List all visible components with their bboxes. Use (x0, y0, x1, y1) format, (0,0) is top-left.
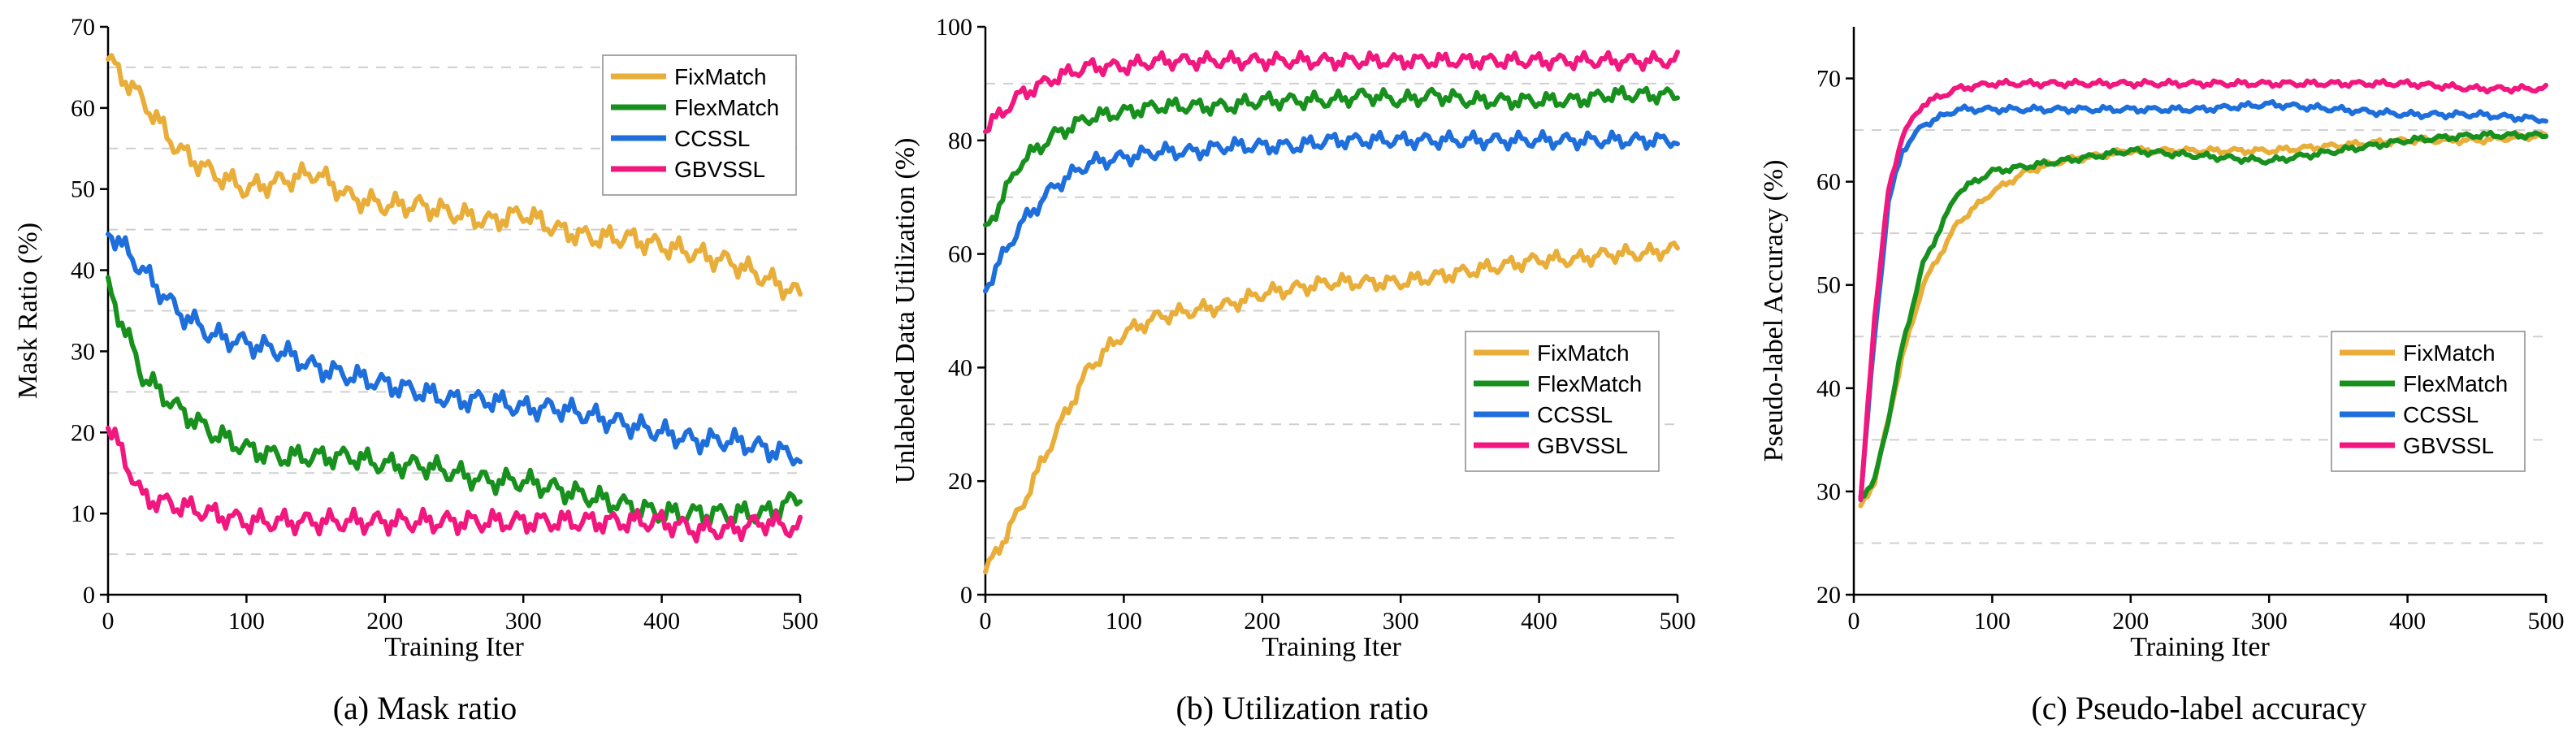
legend: FixMatch FlexMatch CCSSL GBVSSL (1465, 331, 1660, 472)
x-tick-label: 500 (1660, 608, 1696, 635)
legend: FixMatch FlexMatch CCSSL GBVSSL (2331, 331, 2526, 472)
legend-label-gbvssl: GBVSSL (674, 157, 765, 182)
legend-label-fixmatch: FixMatch (674, 64, 767, 89)
legend-label-flexmatch: FlexMatch (1537, 371, 1642, 396)
panel-caption: (b) Utilization ratio (1175, 690, 1428, 726)
y-tick-label: 70 (71, 14, 95, 41)
panel-2: 0 20 40 60 80 100 0 100 200 300 400 500 Training Ite… (890, 14, 1696, 726)
x-tick-label: 100 (228, 608, 265, 635)
y-tick-label: 100 (936, 14, 972, 41)
x-tick-label: 300 (505, 608, 542, 635)
x-tick-label: 400 (2389, 608, 2426, 635)
y-tick-label: 20 (948, 468, 972, 495)
series-group (1858, 77, 2548, 509)
y-tick-label: 80 (948, 128, 972, 154)
x-tick-label: 200 (2112, 608, 2149, 635)
y-axis-label: Pseudo-label Accuracy (%) (1759, 160, 1789, 462)
x-axis-label: Training Iter (384, 632, 524, 662)
y-axis-label: Mask Ratio (%) (13, 223, 43, 399)
x-axis-label: Training Iter (1262, 632, 1401, 662)
legend-label-flexmatch: FlexMatch (674, 95, 779, 120)
y-tick-label: 0 (960, 582, 972, 609)
series-line-flexmatch (1858, 129, 2548, 499)
series-line-ccssl (106, 232, 803, 467)
legend-label-gbvssl: GBVSSL (1537, 433, 1628, 458)
y-tick-label: 60 (1816, 169, 1841, 196)
panel-caption: (c) Pseudo-label accuracy (2031, 690, 2366, 726)
series-line-flexmatch (983, 84, 1680, 227)
legend: FixMatch FlexMatch CCSSL GBVSSL (602, 54, 797, 196)
y-axis-label: Unlabeled Data Utilization (%) (890, 138, 920, 484)
legend-label-ccssl: CCSSL (1537, 402, 1613, 427)
x-tick-label: 0 (980, 608, 992, 635)
y-tick-label: 50 (71, 176, 95, 203)
x-tick-label: 300 (2251, 608, 2288, 635)
legend-label-fixmatch: FixMatch (1537, 340, 1630, 366)
y-tick-label: 60 (71, 95, 95, 122)
x-tick-label: 0 (1848, 608, 1860, 635)
series-group (106, 53, 803, 544)
panel-caption: (a) Mask ratio (333, 690, 517, 726)
y-tick-label: 10 (71, 500, 95, 527)
y-tick-label: 30 (1816, 479, 1841, 505)
series-line-gbvssl (983, 50, 1680, 135)
legend-label-gbvssl: GBVSSL (2403, 433, 2494, 458)
panel-3: 20 30 40 50 60 70 0 100 200 300 400 500 Training Ite… (1759, 27, 2565, 726)
series-line-flexmatch (106, 275, 803, 526)
series-line-ccssl (1858, 98, 2548, 503)
legend-label-flexmatch: FlexMatch (2403, 371, 2508, 396)
series-line-gbvssl (1858, 77, 2548, 502)
legend-label-ccssl: CCSSL (674, 126, 750, 151)
x-tick-label: 500 (2528, 608, 2565, 635)
y-tick-label: 40 (948, 354, 972, 381)
panel-1: 0 10 20 30 40 50 60 70 0 100 200 300 400 500 Training … (13, 14, 819, 726)
y-tick-label: 60 (948, 241, 972, 268)
y-tick-label: 40 (1816, 375, 1841, 402)
x-tick-label: 0 (102, 608, 115, 635)
legend-label-fixmatch: FixMatch (2403, 340, 2496, 366)
y-tick-label: 50 (1816, 272, 1841, 299)
x-axis-label: Training Iter (2130, 632, 2270, 662)
x-tick-label: 400 (1521, 608, 1557, 635)
x-tick-label: 400 (643, 608, 680, 635)
y-tick-label: 70 (1816, 66, 1841, 93)
y-tick-label: 40 (71, 258, 95, 284)
x-tick-label: 300 (1383, 608, 1419, 635)
x-tick-label: 200 (366, 608, 403, 635)
series-line-fixmatch (106, 53, 803, 301)
y-tick-label: 0 (83, 582, 95, 609)
y-tick-label: 20 (1816, 582, 1841, 609)
y-tick-label: 30 (71, 338, 95, 365)
x-tick-label: 100 (1106, 608, 1142, 635)
legend-label-ccssl: CCSSL (2403, 402, 2479, 427)
x-tick-label: 100 (1974, 608, 2011, 635)
y-tick-label: 20 (71, 419, 95, 446)
series-line-ccssl (983, 128, 1680, 294)
x-tick-label: 500 (782, 608, 819, 635)
series-line-gbvssl (106, 425, 803, 544)
series-line-fixmatch (983, 240, 1680, 574)
series-group (983, 50, 1680, 574)
x-tick-label: 200 (1244, 608, 1280, 635)
